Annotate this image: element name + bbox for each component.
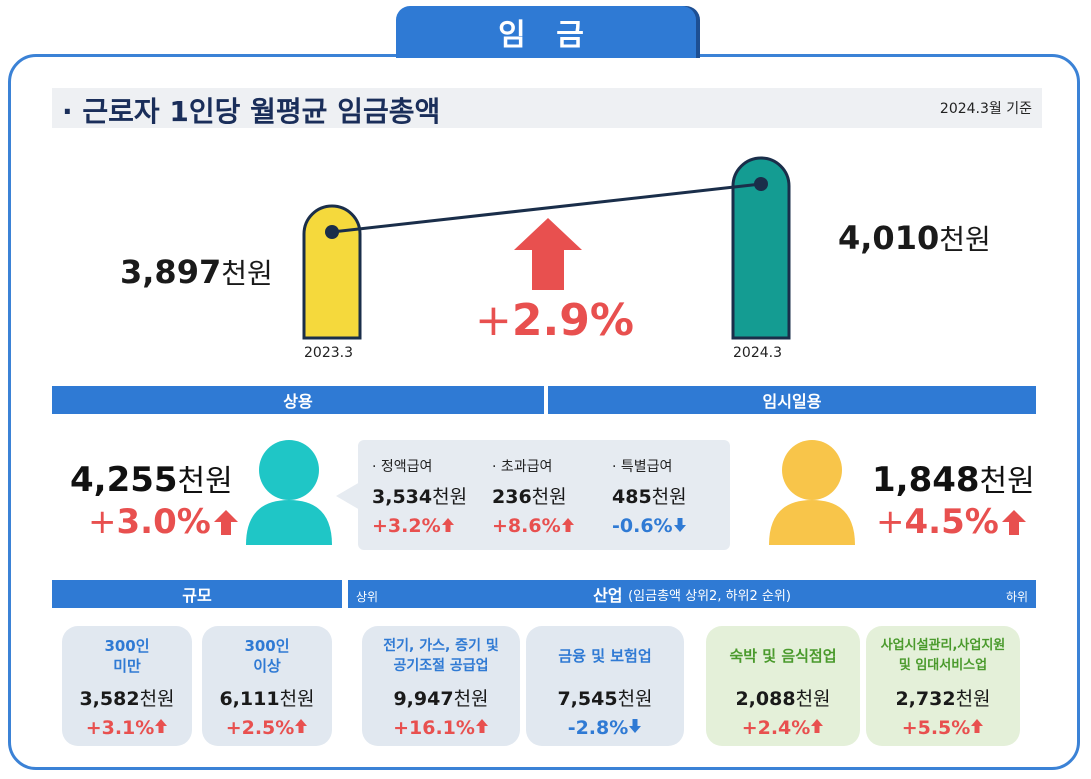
temporary-amount: 1,848천원 [872, 460, 1035, 500]
card-industry-business-support: 사업시설관리,사업지원 및 임대서비스업 2,732천원 +5.5% [866, 626, 1020, 746]
regular-change: +3.0% [88, 502, 239, 542]
section-regular: 상용 [52, 386, 544, 414]
up-arrow-icon [295, 719, 308, 733]
bar-2024 [731, 156, 791, 340]
person-regular-icon [246, 440, 332, 545]
breakdown-fixed: · 정액급여 3,534천원 +3.2% [372, 459, 468, 537]
point-2024 [754, 177, 768, 191]
up-arrow-icon [514, 218, 582, 290]
industry-top-label: 상위 [356, 590, 379, 604]
overall-change: +2.9% [475, 295, 634, 346]
card-size-under300: 300인 미만 3,582천원 +3.1% [62, 626, 192, 746]
regular-breakdown: · 정액급여 3,534천원 +3.2% · 초과급여 236천원 +8.6% … [358, 440, 730, 550]
person-temporary-icon [769, 440, 855, 545]
down-arrow-icon [629, 719, 642, 733]
trend-line [331, 182, 762, 234]
page-title: 임 금 [396, 6, 696, 58]
card-industry-accommodation: 숙박 및 음식점업 2,088천원 +2.4% [706, 626, 860, 746]
reference-date: 2024.3월 기준 [939, 101, 1032, 117]
section-subheader: · 근로자 1인당 월평균 임금총액 2024.3월 기준 [52, 88, 1042, 128]
up-arrow-icon [475, 719, 488, 733]
down-arrow-icon [673, 518, 686, 532]
temporary-change: +4.5% [876, 502, 1027, 542]
label-2023: 2023.3 [304, 345, 353, 361]
subheader-title: · 근로자 1인당 월평균 임금총액 [62, 95, 441, 128]
section-temporary: 임시일용 [548, 386, 1036, 414]
amount-2023: 3,897천원 [120, 253, 273, 291]
breakdown-overtime: · 초과급여 236천원 +8.6% [492, 456, 575, 537]
up-arrow-icon [213, 510, 238, 535]
label-2024: 2024.3 [733, 345, 782, 361]
point-2023 [325, 225, 339, 239]
industry-bottom-label: 하위 [1006, 590, 1029, 604]
up-arrow-icon [561, 518, 574, 532]
up-arrow-icon [1001, 510, 1026, 535]
up-arrow-icon [441, 518, 454, 532]
regular-amount: 4,255천원 [70, 460, 233, 500]
card-industry-electricity: 전기, 가스, 증기 및 공기조절 공급업 9,947천원 +16.1% [362, 626, 520, 746]
card-industry-finance: 금융 및 보험업 7,545천원 -2.8% [526, 626, 684, 746]
up-arrow-icon [155, 719, 168, 733]
amount-2024: 4,010천원 [838, 219, 991, 257]
card-size-over300: 300인 이상 6,111천원 +2.5% [202, 626, 332, 746]
up-arrow-icon [811, 719, 824, 733]
section-size: 규모 [52, 580, 342, 608]
callout-pointer [336, 482, 360, 510]
up-arrow-icon [971, 719, 984, 733]
breakdown-special: · 특별급여 485천원 -0.6% [612, 459, 687, 537]
section-industry: 산업 (임금총액 상위2, 하위2 순위) [348, 580, 1036, 608]
